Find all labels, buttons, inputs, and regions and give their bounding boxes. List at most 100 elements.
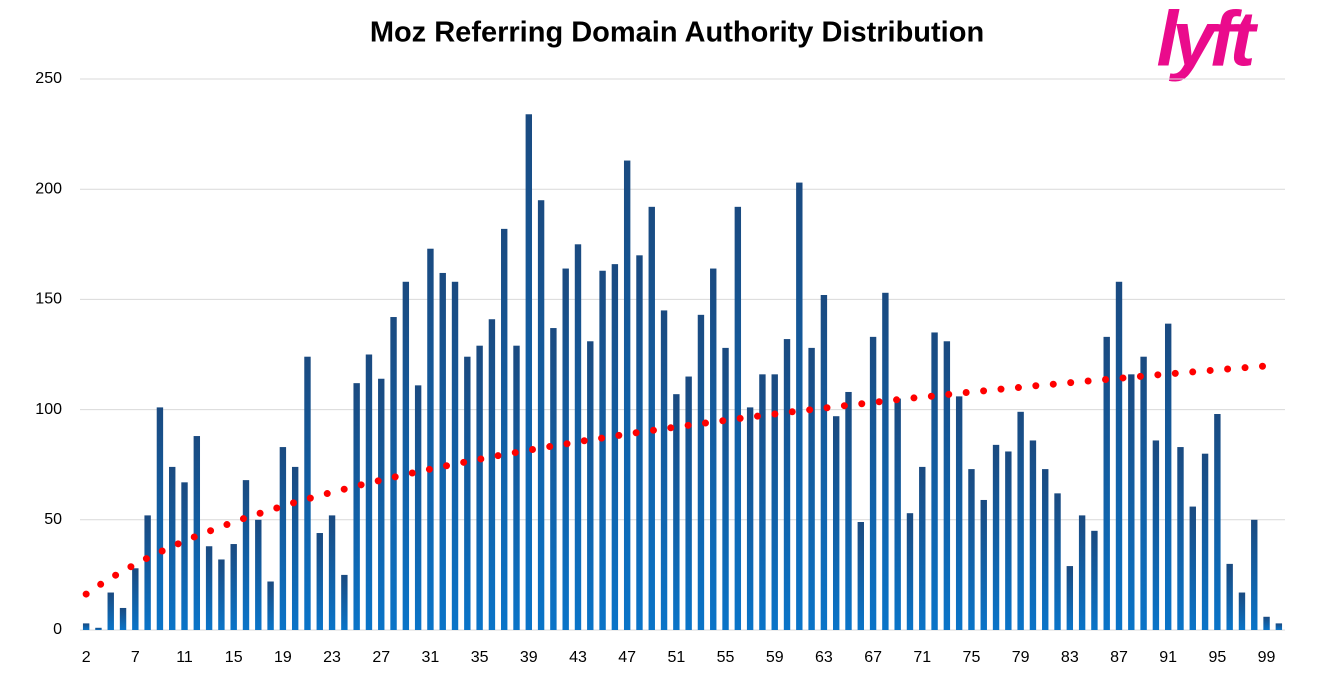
bar [169, 466, 176, 630]
chart-title: Moz Referring Domain Authority Distribut… [370, 17, 984, 49]
bar [1275, 623, 1283, 630]
bar [636, 255, 643, 630]
bar [230, 544, 237, 630]
bar [931, 332, 938, 630]
bar [943, 341, 951, 630]
bar [968, 469, 975, 630]
bar [832, 416, 840, 630]
x-tick-label: 19 [274, 649, 292, 666]
bar [1263, 616, 1270, 630]
bar [291, 466, 299, 630]
x-tick-label: 23 [323, 649, 341, 666]
x-tick-label: 59 [766, 649, 784, 666]
bar [1078, 515, 1086, 630]
bar [980, 499, 987, 630]
x-tick-label: 51 [667, 649, 685, 666]
bar [1226, 563, 1233, 630]
bar [1103, 336, 1110, 630]
bar [218, 559, 225, 630]
bar [623, 160, 631, 630]
bar [255, 519, 262, 630]
bar [427, 248, 434, 630]
bar [378, 378, 385, 630]
bar [181, 482, 188, 630]
bar [722, 347, 729, 630]
logo: lyft [1157, 0, 1259, 83]
bar [82, 623, 90, 630]
bar [697, 314, 705, 630]
x-tick-label: 35 [471, 649, 489, 666]
bar [710, 268, 717, 630]
x-tick-label: 99 [1258, 649, 1276, 666]
bar [1017, 411, 1024, 630]
bar [1140, 356, 1147, 630]
y-tick-label: 150 [35, 291, 62, 308]
x-tick-label: 63 [815, 649, 833, 666]
y-tick-label: 100 [35, 401, 62, 418]
bar [882, 292, 889, 630]
bar [746, 407, 754, 630]
bar [365, 354, 373, 630]
y-tick-label: 0 [53, 621, 62, 638]
bar [1005, 451, 1012, 630]
bar [992, 444, 1000, 630]
bar [808, 347, 815, 630]
bar [439, 272, 446, 630]
bar [1177, 447, 1184, 630]
x-tick-label: 83 [1061, 649, 1079, 666]
bar [673, 394, 680, 630]
bar [95, 627, 102, 630]
y-tick-label: 200 [35, 180, 62, 197]
bar [1029, 440, 1037, 630]
x-tick-label: 15 [225, 649, 243, 666]
bar [205, 546, 213, 630]
bar [587, 341, 594, 630]
x-tick-label: 27 [372, 649, 390, 666]
x-tick-label: 75 [963, 649, 981, 666]
x-tick-label: 71 [913, 649, 931, 666]
bar [919, 466, 926, 630]
bar [562, 268, 569, 630]
bar [267, 581, 274, 630]
bar [1128, 374, 1135, 630]
bar [119, 607, 127, 630]
bar [488, 319, 496, 630]
bar [869, 336, 877, 630]
x-tick-label: 79 [1012, 649, 1030, 666]
bar [1091, 530, 1098, 630]
bar [144, 515, 151, 630]
bar [894, 398, 901, 630]
bar [390, 317, 397, 630]
bar [501, 228, 508, 630]
bar [451, 281, 459, 630]
bar [1054, 493, 1061, 630]
bar [1189, 506, 1196, 630]
bar [759, 374, 766, 630]
x-tick-label: 67 [864, 649, 882, 666]
bar [648, 206, 655, 630]
bar [771, 374, 778, 630]
bar [599, 270, 606, 630]
x-tick-label: 31 [422, 649, 440, 666]
x-tick-label: 91 [1159, 649, 1177, 666]
bar [476, 345, 483, 630]
bar [193, 436, 201, 630]
bar [845, 391, 852, 630]
x-tick-label: 55 [717, 649, 735, 666]
bar [525, 114, 533, 631]
bar [660, 310, 668, 630]
x-tick-label: 47 [618, 649, 636, 666]
bar [1214, 414, 1221, 630]
bar [1201, 453, 1209, 630]
x-tick-label: 87 [1110, 649, 1128, 666]
bar [537, 200, 545, 630]
trendline [82, 361, 1283, 598]
bar [328, 515, 336, 630]
bar [513, 345, 520, 630]
y-tick-label: 250 [35, 70, 62, 87]
bar [906, 513, 914, 630]
bar [1066, 566, 1074, 630]
bar [820, 294, 828, 630]
bar [611, 264, 619, 630]
